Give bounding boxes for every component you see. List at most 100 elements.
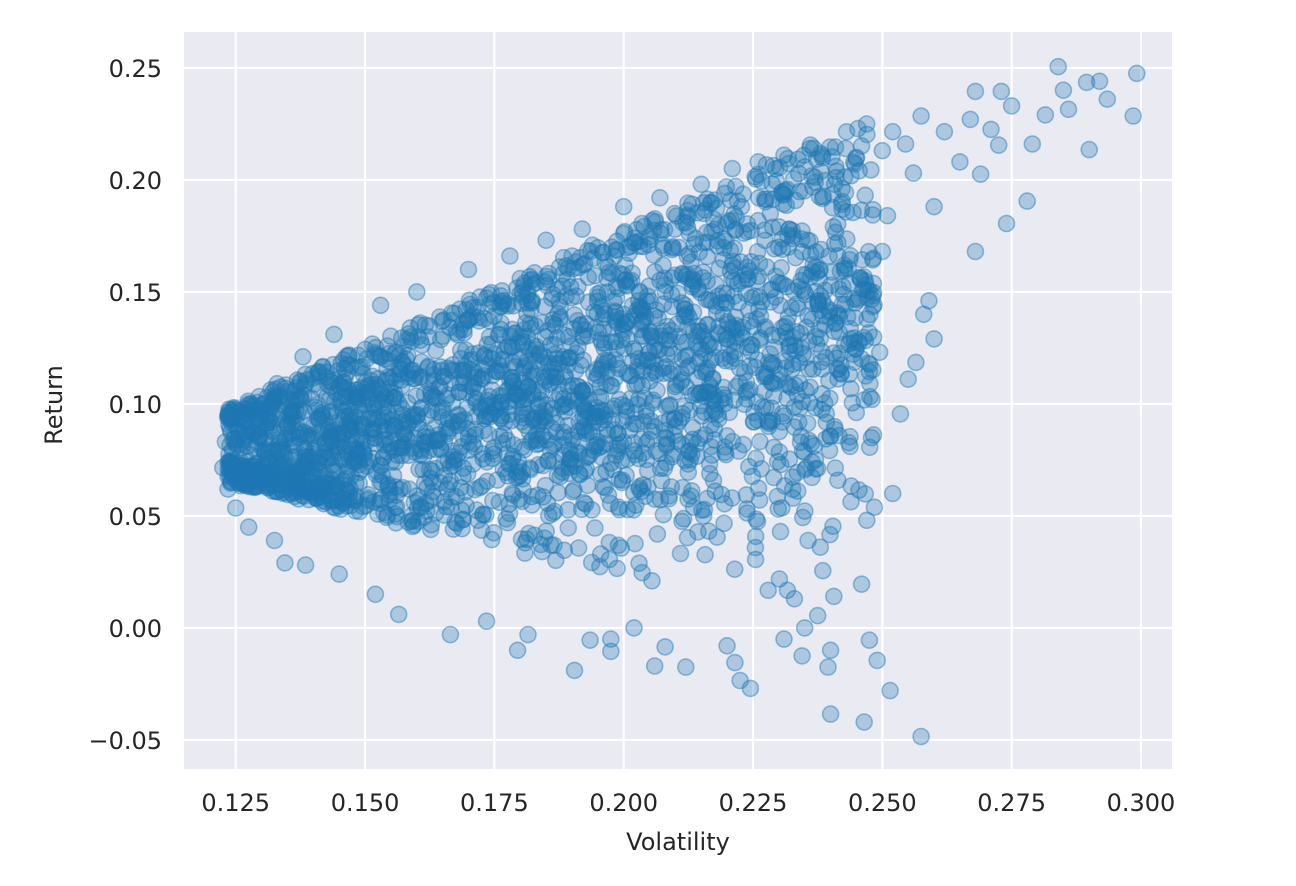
scatter-point [554,423,573,442]
scatter-point [536,412,555,430]
scatter-point [569,539,588,557]
scatter-point [870,343,889,362]
scatter-point [756,193,775,211]
scatter-point [418,433,437,451]
scatter-point [567,344,586,363]
scatter-point [223,466,242,485]
scatter-point [665,409,684,428]
scatter-point [755,190,774,208]
scatter-point [624,483,643,502]
scatter-point [873,141,892,160]
x-axis-ticks: 0.125 0.150 0.175 0.200 0.225 0.250 0.275 0.300 [201,789,1175,817]
scatter-point [419,357,438,376]
scatter-point [654,505,673,524]
scatter-point [698,332,717,351]
scatter-point [793,242,812,261]
scatter-point [498,431,517,449]
scatter-point [598,362,616,381]
scatter-point [685,272,703,290]
scatter-point [636,308,655,326]
scatter-point [702,292,721,310]
scatter-point [778,226,797,244]
scatter-point [806,282,825,301]
scatter-point [824,587,843,606]
scatter-point [324,462,342,481]
scatter-point [241,467,259,486]
scatter-point [485,293,503,312]
scatter-point [878,206,897,225]
scatter-point [661,364,679,383]
scatter-point [717,178,736,196]
scatter-point [431,378,449,396]
scatter-point [849,119,867,138]
scatter-point [586,519,604,537]
scatter-point [227,417,246,436]
scatter-point [656,330,675,349]
scatter-point [651,189,669,207]
scatter-point [605,420,624,439]
scatter-point [716,443,734,462]
scatter-point [356,340,375,359]
scatter-point [242,446,260,464]
scatter-point [652,221,670,239]
scatter-point [561,278,580,296]
scatter-point [481,404,500,423]
scatter-point [861,387,879,406]
scatter-point [409,491,428,510]
scatter-point [349,445,368,463]
scatter-point [560,387,579,406]
scatter-point [617,313,636,332]
scatter-point [411,445,429,464]
y-tick-label: 0.20 [109,167,162,195]
scatter-point [641,230,660,248]
scatter-point [826,157,845,176]
scatter-point [786,376,805,395]
scatter-point [513,287,532,306]
scatter-point [793,222,811,240]
scatter-point [630,554,648,573]
scatter-point [741,380,759,399]
scatter-point [529,395,548,414]
scatter-point [553,277,572,296]
scatter-point [371,473,389,492]
scatter-point [308,468,327,486]
scatter-point [408,499,427,517]
scatter-point [806,173,825,191]
scatter-point [259,459,278,478]
scatter-point [738,258,757,277]
scatter-point [563,482,582,501]
scatter-point [417,502,436,520]
scatter-point [837,123,856,141]
scatter-point [589,239,607,257]
scatter-point [577,424,596,443]
scatter-point [310,411,329,429]
scatter-point [233,456,251,475]
scatter-point [559,349,578,368]
scatter-point [463,434,482,453]
scatter-point [633,302,652,320]
scatter-point [409,512,428,531]
scatter-point [524,411,543,430]
scatter-point [833,295,851,314]
scatter-point [568,311,587,330]
scatter-point [725,205,744,223]
scatter-point [749,153,768,171]
scatter-point [860,631,879,650]
scatter-point [523,431,542,449]
scatter-point [861,305,879,324]
scatter-point [269,388,288,406]
y-axis-label: Return [40,365,68,445]
scatter-point [397,350,416,368]
scatter-point [591,545,610,563]
scatter-point [386,344,404,362]
scatter-point [714,305,733,324]
scatter-point [847,148,866,167]
scatter-point [686,384,705,403]
scatter-point [410,420,428,438]
scatter-point [239,518,258,536]
scatter-point [612,539,631,557]
scatter-point [571,316,589,335]
scatter-point [817,430,835,448]
scatter-point [738,222,757,241]
scatter-point [221,408,240,427]
